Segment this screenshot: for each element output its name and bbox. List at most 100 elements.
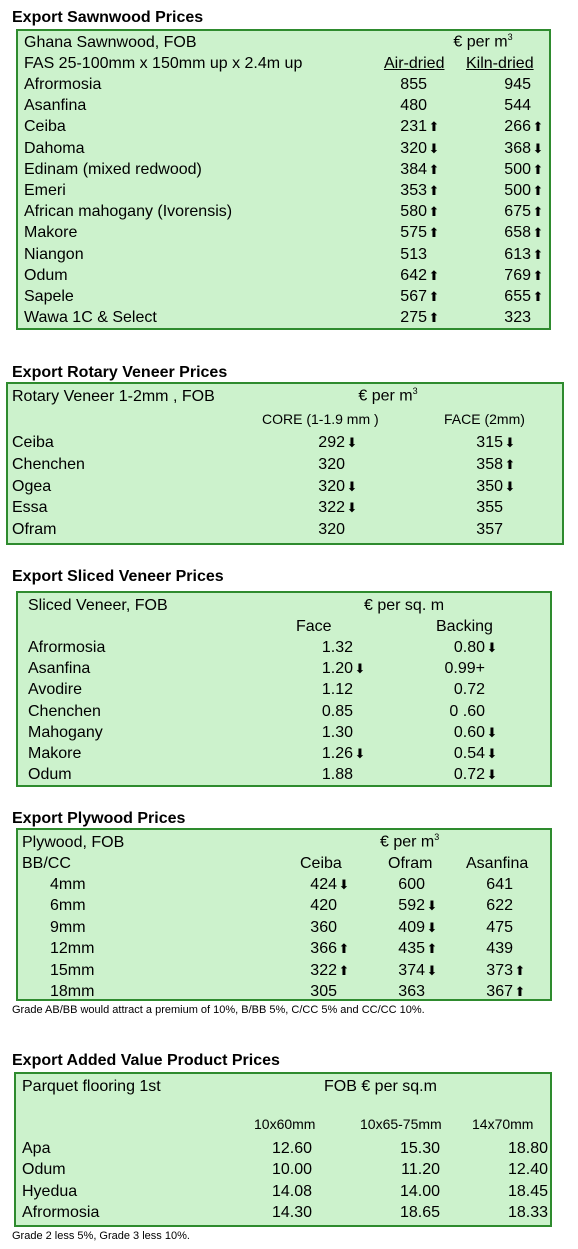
price-value: 0.60: [453, 723, 485, 741]
price-cell: 500 ⬆: [448, 182, 544, 200]
price-cell: 18.45: [490, 1183, 548, 1201]
species-name: Asanfina: [24, 97, 87, 115]
added-col2: 10x65-75mm: [360, 1116, 442, 1132]
species-name: 12mm: [50, 940, 95, 958]
price-cell: 420: [268, 897, 350, 915]
price-value: 439: [486, 940, 513, 958]
price-value: 384: [400, 160, 427, 178]
trend-arrow-icon: ⬆: [532, 246, 544, 262]
price-value: 355: [476, 499, 503, 517]
species-name: African mahogany (Ivorensis): [24, 203, 233, 221]
price-cell: 358 ⬆: [448, 456, 516, 474]
species-name: Chenchen: [28, 702, 101, 720]
price-value: 580: [400, 203, 427, 221]
price-value: 409: [398, 918, 425, 936]
price-value: 323: [504, 309, 531, 327]
price-value: 592: [398, 897, 425, 915]
rotary-title: Export Rotary Veneer Prices: [12, 364, 228, 381]
price-value: 14.08: [271, 1182, 312, 1200]
price-cell: 855: [358, 76, 440, 94]
price-cell: 14.08: [252, 1183, 312, 1201]
plywood-table: Plywood, FOB € per m3 BB/CC Ceiba Ofram …: [16, 828, 552, 1001]
species-name: Apa: [22, 1140, 51, 1157]
price-value: 18.65: [399, 1204, 440, 1222]
price-cell: 409 ⬇: [358, 919, 438, 937]
price-value: 358: [476, 455, 503, 473]
species-name: Ogea: [12, 477, 52, 495]
price-cell: 567 ⬆: [358, 288, 440, 306]
price-cell: 0.72 ⬇: [418, 766, 498, 784]
price-cell: 580 ⬆: [358, 203, 440, 221]
species-name: 18mm: [50, 983, 95, 1000]
price-cell: 0 .60: [418, 703, 498, 721]
sliced-head1: Sliced Veneer, FOB: [28, 597, 168, 614]
trend-arrow-icon: ⬆: [532, 267, 544, 283]
price-cell: 12.60: [252, 1140, 312, 1158]
trend-arrow-icon: ⬇: [532, 140, 544, 156]
sliced-title: Export Sliced Veneer Prices: [12, 568, 224, 585]
trend-arrow-icon: ⬆: [514, 962, 526, 978]
rotary-unit: € per m3: [358, 386, 418, 405]
trend-arrow-icon: ⬆: [338, 962, 350, 978]
species-name: Sapele: [24, 288, 74, 305]
price-value: 855: [400, 76, 427, 93]
price-cell: 0.99+: [418, 660, 498, 678]
trend-arrow-icon: ⬇: [486, 767, 498, 783]
added-note: Grade 2 less 5%, Grade 3 less 10%.: [12, 1230, 190, 1242]
added-table: Parquet flooring 1st FOB € per sq.m 10x6…: [14, 1072, 552, 1227]
plywood-note: Grade AB/BB would attract a premium of 1…: [12, 1004, 425, 1016]
price-cell: 1.20 ⬇: [278, 660, 366, 678]
price-cell: 266 ⬆: [448, 118, 544, 136]
price-value: 292: [318, 434, 345, 451]
price-cell: 322 ⬇: [288, 499, 358, 517]
price-cell: 641: [446, 876, 526, 894]
price-value: 0.99+: [444, 660, 485, 678]
price-cell: 15.30: [380, 1140, 440, 1158]
price-cell: 575 ⬆: [358, 224, 440, 242]
price-value: 600: [398, 876, 425, 893]
price-cell: 500 ⬆: [448, 161, 544, 179]
price-cell: 0.72: [418, 681, 498, 699]
price-cell: 360: [268, 919, 350, 937]
sliced-col-backing: Backing: [436, 618, 493, 635]
price-cell: 642 ⬆: [358, 267, 440, 285]
price-value: 513: [400, 245, 427, 263]
price-cell: 357: [448, 521, 516, 539]
price-value: 14.00: [399, 1182, 440, 1200]
price-value: 15.30: [399, 1140, 440, 1157]
trend-arrow-icon: ⬇: [486, 724, 498, 740]
rotary-col-face: FACE (2mm): [444, 411, 525, 427]
trend-arrow-icon: ⬆: [428, 161, 440, 177]
price-value: 353: [400, 182, 427, 199]
price-value: 18.80: [507, 1140, 548, 1157]
price-cell: 1.26 ⬇: [278, 745, 366, 763]
price-cell: 373 ⬆: [446, 962, 526, 980]
added-unit: FOB € per sq.m: [324, 1078, 437, 1095]
trend-arrow-icon: ⬆: [428, 119, 440, 135]
price-value: 500: [504, 182, 531, 199]
price-value: 475: [486, 918, 513, 936]
price-value: 0.72: [453, 766, 485, 784]
price-cell: 424 ⬇: [268, 876, 350, 894]
price-cell: 1.88: [278, 766, 366, 784]
sawnwood-unit: € per m3: [453, 32, 513, 51]
price-value: 0.80: [453, 639, 485, 656]
species-name: 9mm: [50, 918, 86, 936]
trend-arrow-icon: ⬆: [428, 183, 440, 198]
price-value: 655: [504, 288, 531, 305]
species-name: Wawa 1C & Select: [24, 309, 157, 327]
trend-arrow-icon: ⬆: [428, 289, 440, 304]
trend-arrow-icon: ⬇: [486, 746, 498, 761]
price-value: 1.26: [321, 745, 353, 762]
price-cell: 353 ⬆: [358, 182, 440, 200]
price-cell: 675 ⬆: [448, 203, 544, 221]
price-value: 641: [486, 876, 513, 893]
added-col1: 10x60mm: [254, 1116, 316, 1132]
price-cell: 350 ⬇: [448, 478, 516, 496]
price-cell: 315 ⬇: [448, 434, 516, 452]
species-name: Niangon: [24, 245, 84, 263]
trend-arrow-icon: ⬆: [532, 204, 544, 220]
species-name: Mahogany: [28, 723, 103, 741]
price-cell: 320: [288, 456, 358, 474]
trend-arrow-icon: ⬆: [504, 456, 516, 472]
